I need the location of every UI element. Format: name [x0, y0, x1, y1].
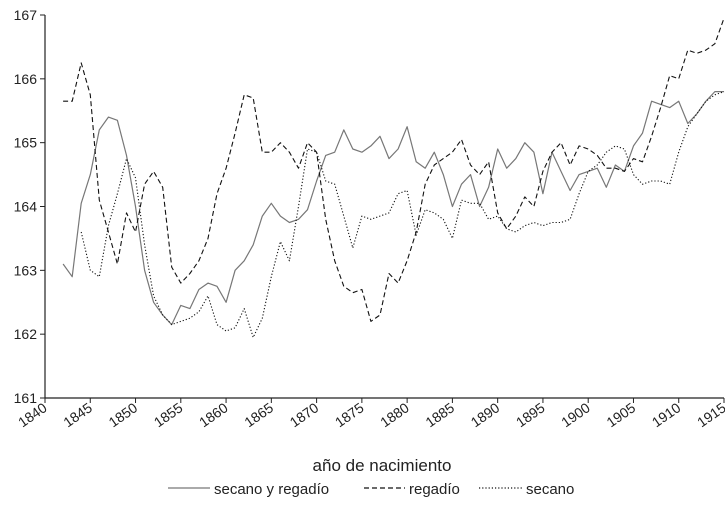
chart-legend: secano y regadío regadío secano — [168, 481, 574, 498]
y-tick-label: 166 — [14, 71, 38, 87]
x-tick-label: 1890 — [468, 399, 503, 430]
x-tick-label: 1870 — [287, 399, 322, 430]
y-tick-label: 162 — [14, 326, 38, 342]
legend-label: secano — [526, 481, 574, 498]
legend-label: regadío — [409, 481, 460, 498]
x-tick-label: 1915 — [694, 399, 725, 430]
x-tick-label: 1900 — [558, 399, 593, 430]
y-tick-label: 163 — [14, 262, 38, 278]
legend-label: secano y regadío — [214, 481, 329, 498]
x-axis-label: año de nacimiento — [313, 456, 452, 475]
chart-series-layer — [62, 18, 725, 338]
x-tick-label: 1910 — [649, 399, 684, 430]
x-tick-label: 1880 — [377, 399, 412, 430]
x-tick-label: 1905 — [603, 399, 638, 430]
y-tick-label: 165 — [14, 135, 38, 151]
x-tick-label: 1860 — [196, 399, 231, 430]
x-tick-label: 1885 — [422, 399, 457, 430]
x-tick-label: 1855 — [151, 399, 186, 430]
x-tick-label: 1845 — [60, 399, 95, 430]
y-tick-label: 164 — [14, 199, 38, 215]
y-tick-label: 161 — [14, 390, 38, 406]
y-tick-label: 167 — [14, 7, 38, 23]
series-line-2 — [63, 18, 725, 322]
x-tick-label: 1865 — [241, 399, 276, 430]
series-line-3 — [80, 91, 725, 338]
series-line-1 — [62, 90, 724, 326]
x-tick-label: 1850 — [106, 399, 141, 430]
x-tick-label: 1895 — [513, 399, 548, 430]
x-tick-label: 1875 — [332, 399, 367, 430]
